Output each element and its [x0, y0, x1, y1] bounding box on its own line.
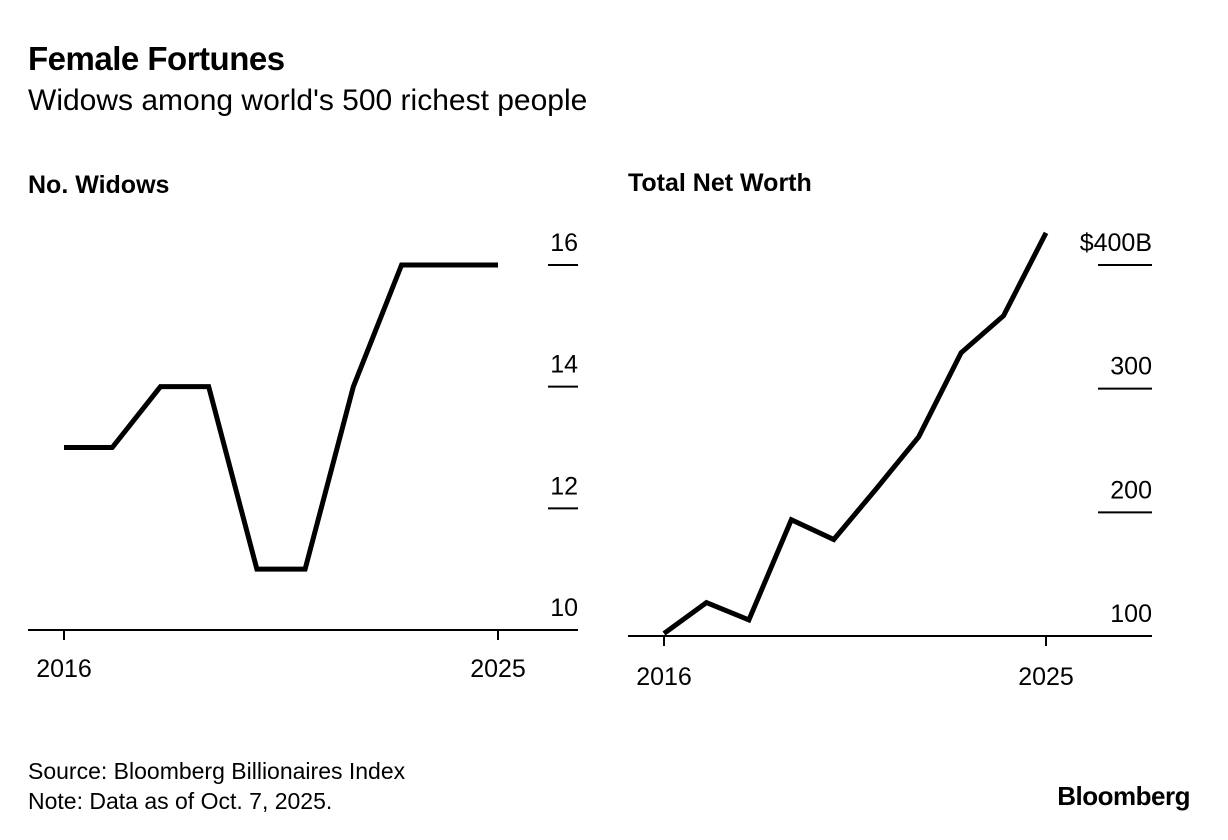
widows-panel-title: No. Widows [28, 171, 169, 199]
chart-subtitle: Widows among world's 500 richest people [28, 84, 588, 117]
networth-x-tick-label: 2016 [636, 663, 692, 691]
networth-y-tick-label: 100 [1110, 600, 1152, 628]
bloomberg-logo: Bloomberg [1057, 781, 1190, 811]
data-note: Note: Data as of Oct. 7, 2025. [28, 788, 333, 814]
networth-y-tick-label: $400B [1080, 229, 1152, 257]
networth-y-tick-label: 300 [1110, 353, 1152, 381]
source-note: Source: Bloomberg Billionaires Index [28, 758, 406, 784]
networth-panel-title: Total Net Worth [628, 169, 812, 197]
widows-y-tick-label: 14 [550, 351, 578, 379]
widows-series-line [64, 262, 498, 572]
widows-x-tick-label: 2016 [36, 655, 92, 683]
widows-y-tick-label: 16 [550, 229, 578, 257]
networth-x-tick-label: 2025 [1018, 663, 1074, 691]
widows-y-tick-label: 12 [550, 472, 578, 500]
chart-title: Female Fortunes [28, 40, 285, 77]
widows-x-tick-label: 2025 [470, 655, 526, 683]
networth-series-line [662, 231, 1049, 636]
networth-y-tick-label: 200 [1110, 476, 1152, 504]
widows-y-tick-label: 10 [550, 594, 578, 622]
